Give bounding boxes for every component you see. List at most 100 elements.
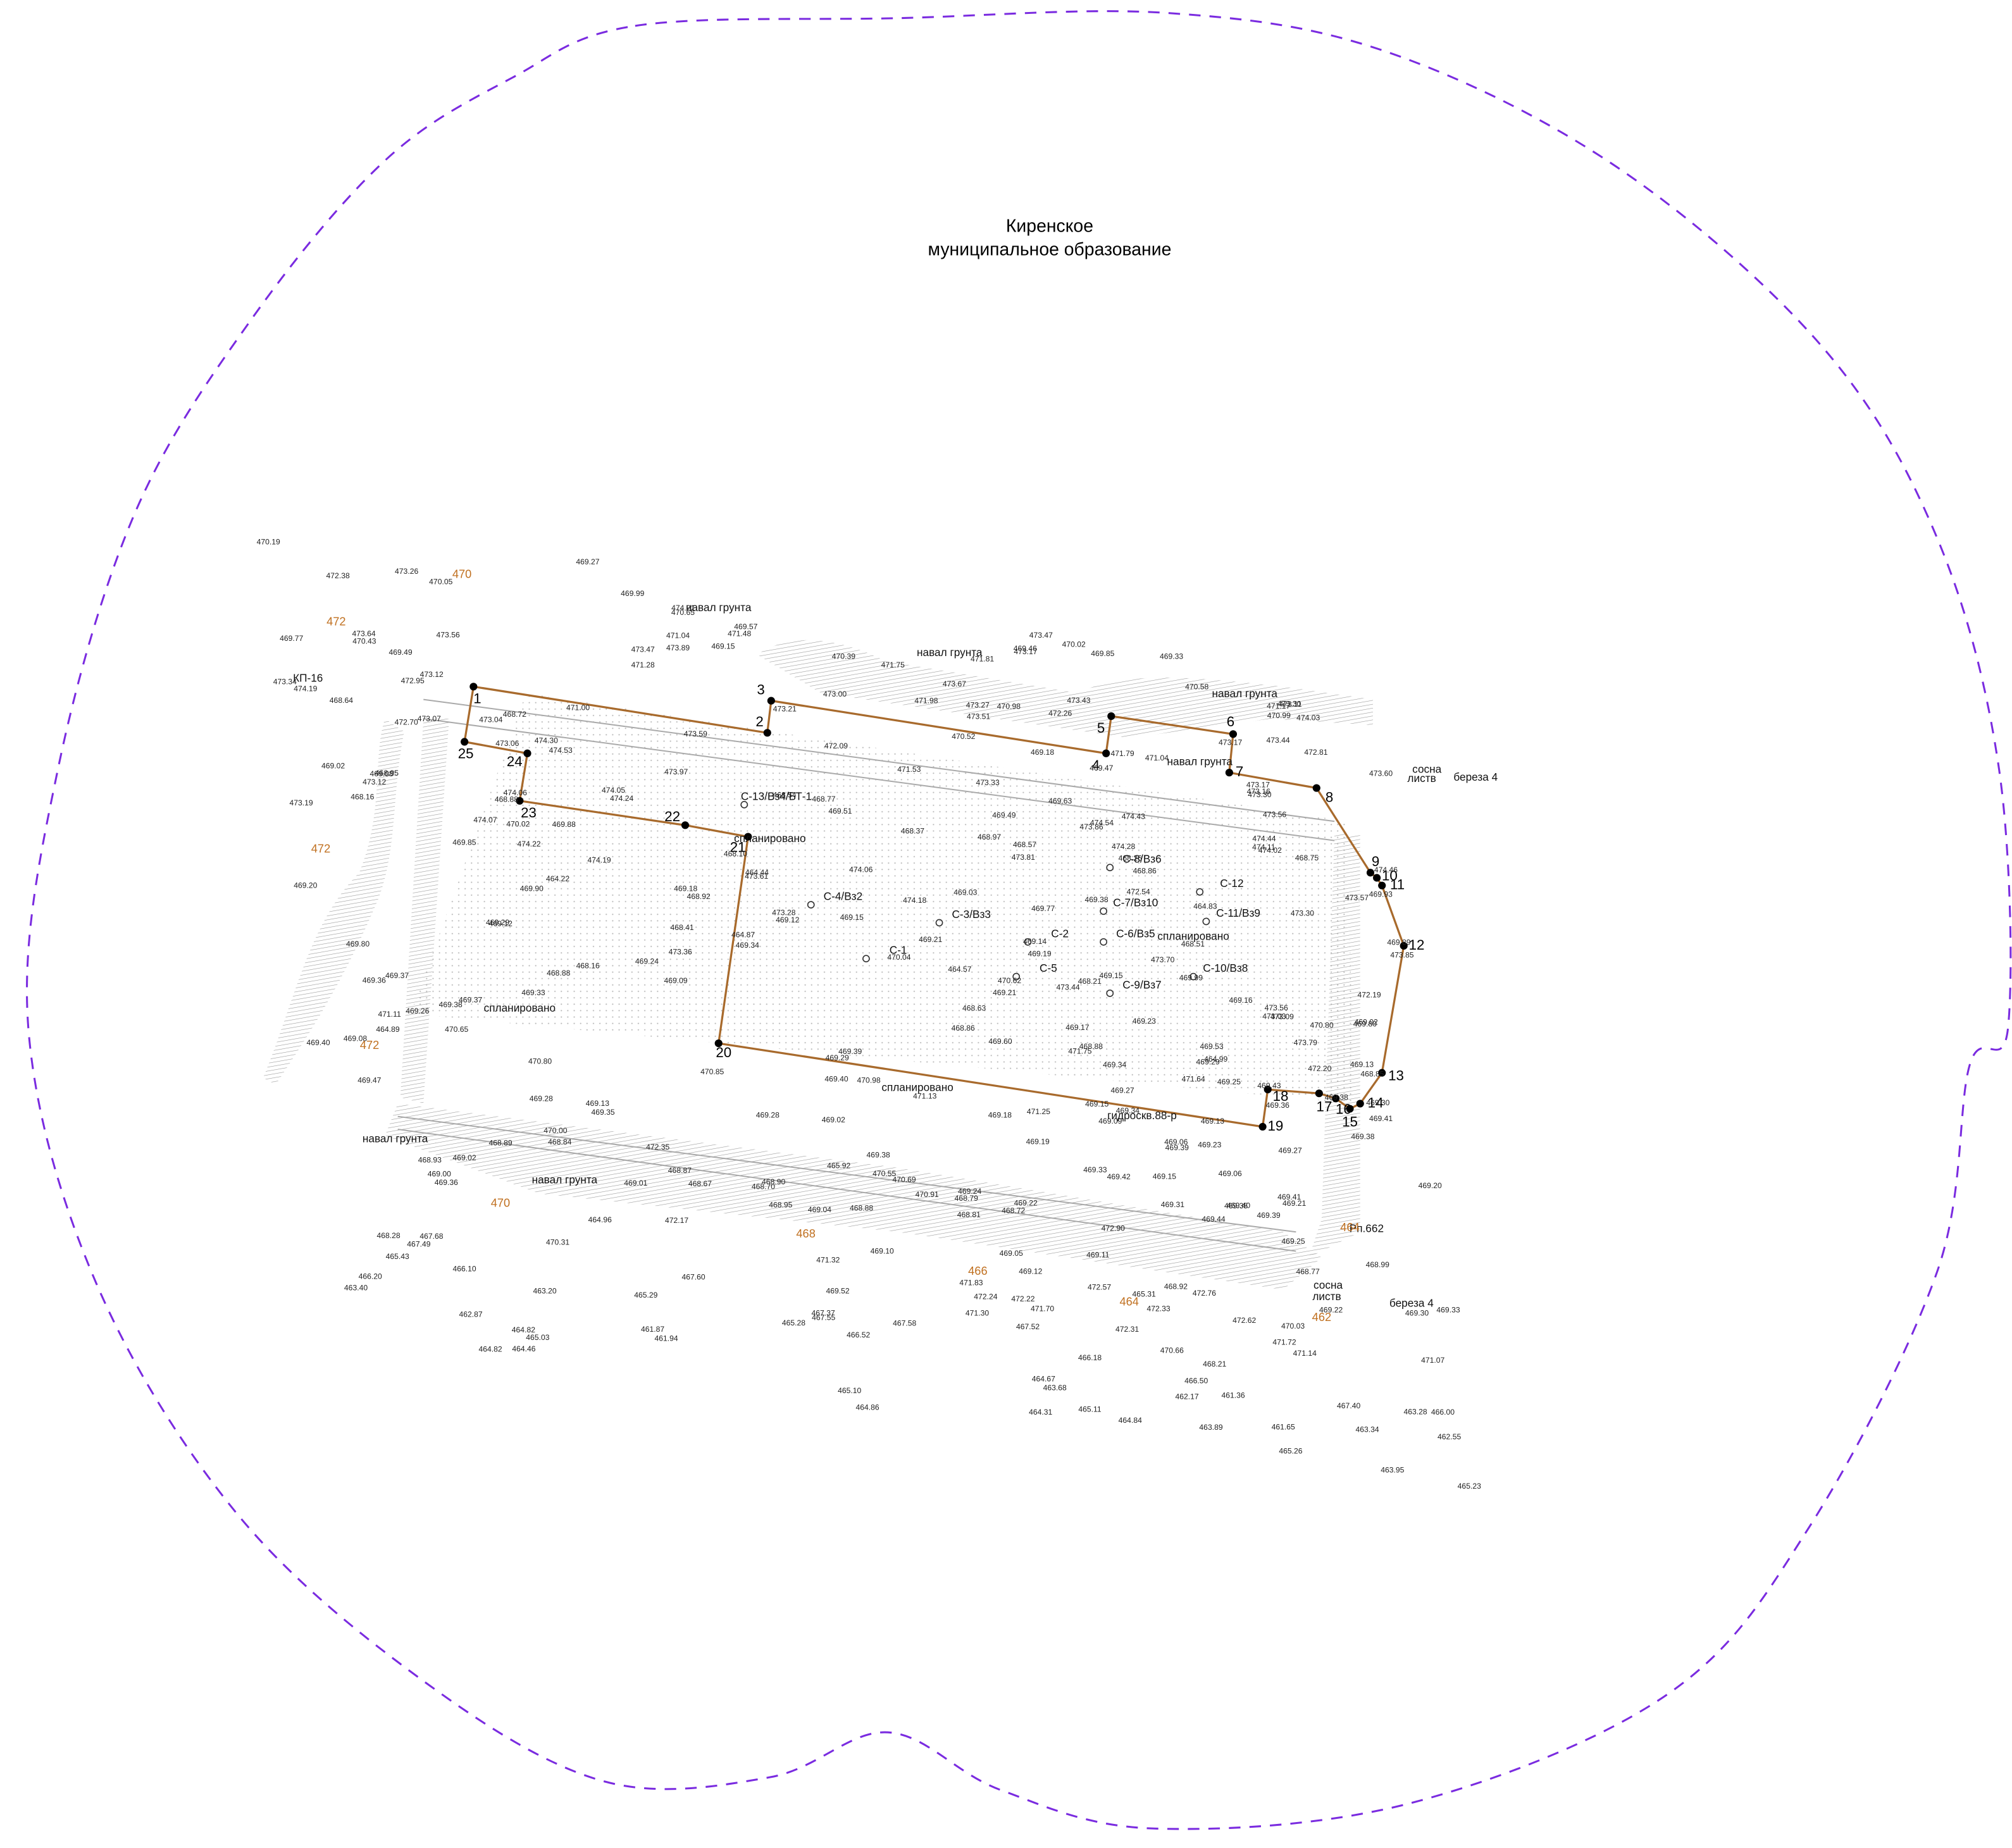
elevation: 469.85 <box>1091 649 1114 658</box>
elevation: 469.80 <box>346 940 369 948</box>
elevation: 469.20 <box>294 881 317 890</box>
elevation: 469.01 <box>624 1179 647 1188</box>
elevation: 469.41 <box>1369 1114 1393 1123</box>
elevation: 467.58 <box>893 1319 916 1328</box>
elevation: 464.82 <box>512 1325 535 1334</box>
elevation: 462.17 <box>1176 1392 1199 1401</box>
elevation: 474.44 <box>1252 834 1276 843</box>
elevation: 468.84 <box>548 1138 571 1146</box>
elevation: 469.36 <box>1266 1101 1289 1110</box>
elevation: 473.12 <box>420 670 444 679</box>
point-label: 2 <box>755 714 763 729</box>
elevation: 473.47 <box>631 645 655 654</box>
elevation: 469.38 <box>867 1150 890 1159</box>
municipal-boundary <box>26 10 2012 1830</box>
elevation: 473.30 <box>1248 790 1271 799</box>
elevation: 473.12 <box>363 778 386 786</box>
point-label: 6 <box>1227 714 1234 729</box>
elevation: 465.43 <box>386 1252 409 1261</box>
elevation: 468.10 <box>724 850 747 859</box>
elevation: 462.55 <box>1438 1432 1461 1441</box>
annotation: спланировано <box>484 1002 556 1014</box>
well-label: С-2 <box>1051 927 1069 940</box>
elevation: 469.35 <box>1224 1201 1248 1210</box>
elevation: 472.62 <box>1233 1316 1256 1325</box>
elevation: 469.02 <box>1355 1017 1378 1026</box>
elevation: 473.17 <box>1219 738 1242 747</box>
elevation: 469.28 <box>530 1094 553 1103</box>
elevation: 474.54 <box>1090 818 1114 827</box>
elevation: 473.30 <box>1291 908 1314 917</box>
elevation: 464.82 <box>478 1345 502 1354</box>
elevation: 469.34 <box>1116 1107 1140 1115</box>
elevation: 461.65 <box>1272 1423 1295 1432</box>
elevation: 471.32 <box>816 1255 840 1264</box>
boundary-point <box>1107 712 1115 721</box>
elevation: 468.41 <box>670 923 693 932</box>
elevation: 471.28 <box>631 660 655 669</box>
elevation: 469.49 <box>992 811 1015 820</box>
well <box>1100 907 1108 915</box>
title: муниципальное образование <box>928 239 1172 259</box>
elevation: 473.07 <box>418 714 441 723</box>
boundary-point <box>681 821 690 829</box>
elevation: 468.88 <box>547 969 570 977</box>
elevation: 472.90 <box>1102 1224 1125 1233</box>
elevation: 473.86 <box>1079 822 1103 831</box>
boundary-point <box>461 738 469 746</box>
annotation: навал грунта <box>686 601 752 614</box>
elevation: 463.28 <box>1403 1407 1427 1416</box>
elevation: 461.36 <box>1222 1391 1245 1400</box>
elevation: 468.87 <box>668 1166 692 1175</box>
elevation: 469.38 <box>1351 1132 1374 1141</box>
annotation: береза 4 <box>1389 1296 1434 1309</box>
well <box>1189 972 1197 981</box>
well <box>1202 917 1210 926</box>
elevation: 469.08 <box>369 769 393 778</box>
boundary-point <box>1264 1086 1272 1094</box>
elevation: 473.16 <box>1247 787 1270 796</box>
point-label: 14 <box>1368 1095 1384 1110</box>
elevation: 473.21 <box>773 705 797 714</box>
elevation: 469.33 <box>1083 1165 1107 1174</box>
elevation: 474.53 <box>549 746 573 755</box>
elevation: 468.67 <box>688 1179 712 1188</box>
elevation: 468.51 <box>1181 940 1205 948</box>
elevation: 464.84 <box>1119 1416 1142 1425</box>
well <box>1106 864 1114 872</box>
annotation: навал грунта <box>363 1132 428 1145</box>
elevation: 469.63 <box>1048 797 1072 805</box>
elevation: 469.33 <box>521 988 545 997</box>
well-label: С-13/Вз4/БТ-1 <box>741 790 812 802</box>
elevation: 470.00 <box>543 1126 567 1135</box>
elevation: 469.09 <box>664 976 688 985</box>
elevation: 469.12 <box>1019 1267 1042 1276</box>
elevation: 469.49 <box>389 648 413 657</box>
elevation: 469.38 <box>1085 895 1108 904</box>
well <box>935 919 943 927</box>
point-label: 18 <box>1273 1088 1289 1104</box>
annotation: береза 4 <box>1453 771 1498 783</box>
contour-label: 468 <box>796 1227 815 1240</box>
elevation: 469.26 <box>406 1007 429 1015</box>
elevation: 467.60 <box>682 1272 705 1281</box>
road <box>397 1115 1296 1233</box>
elevation: 474.06 <box>849 865 872 874</box>
well-label: С-11/Вз9 <box>1216 907 1260 919</box>
elevation: 470.55 <box>872 1169 896 1178</box>
elevation: 469.46 <box>1014 644 1037 653</box>
elevation: 468.95 <box>769 1200 792 1209</box>
elevation: 465.29 <box>634 1291 657 1299</box>
boundary-point <box>1225 769 1233 777</box>
elevation: 471.04 <box>1145 753 1169 762</box>
well-label: С-1 <box>890 944 907 957</box>
elevation: 473.17 <box>1246 780 1270 789</box>
well <box>1024 938 1032 946</box>
point-label: 24 <box>507 753 523 769</box>
elevation: 473.30 <box>1277 700 1301 709</box>
elevation: 469.17 <box>1065 1023 1089 1032</box>
annotation: навал грунта <box>1212 687 1277 700</box>
elevation: 470.66 <box>1160 1346 1184 1355</box>
point-label: 15 <box>1342 1114 1358 1130</box>
elevation: 469.39 <box>1165 1143 1189 1152</box>
